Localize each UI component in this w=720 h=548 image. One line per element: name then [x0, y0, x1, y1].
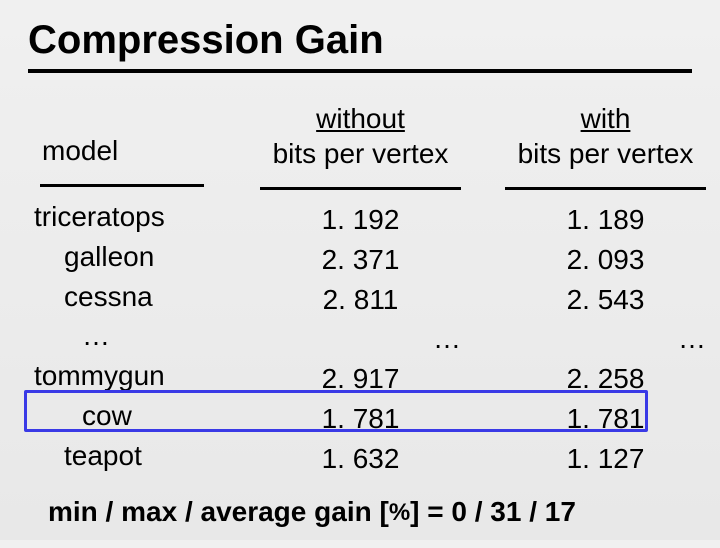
- without-cell: 1. 192: [238, 200, 483, 240]
- header-top: without: [316, 103, 405, 134]
- header-rule: [40, 184, 204, 187]
- percent-icon: %: [389, 499, 410, 526]
- without-cell: 1. 632: [238, 439, 483, 479]
- without-cell: 2. 811: [238, 280, 483, 320]
- header-rule: [260, 187, 461, 190]
- column-header-model: model: [28, 101, 238, 174]
- column-header-with: with bits per vertex: [483, 101, 720, 177]
- header-bottom: bits per vertex: [273, 138, 449, 169]
- model-cell: galleon: [28, 237, 238, 277]
- row-highlight-box: [24, 390, 648, 432]
- with-cell: …: [483, 319, 720, 359]
- with-cell: 2. 093: [483, 240, 720, 280]
- model-cell: cessna: [28, 277, 238, 317]
- header-rule: [505, 187, 706, 190]
- without-cell: …: [238, 319, 483, 359]
- footer-prefix: min / max / average gain [: [48, 496, 389, 527]
- with-cell: 1. 127: [483, 439, 720, 479]
- column-header-without: without bits per vertex: [238, 101, 483, 177]
- footer-summary: min / max / average gain [%] = 0 / 31 / …: [28, 496, 692, 528]
- slide-title: Compression Gain: [28, 18, 692, 73]
- model-cell: …: [28, 316, 238, 356]
- with-cell: 1. 189: [483, 200, 720, 240]
- footer-suffix: ] = 0 / 31 / 17: [410, 496, 576, 527]
- header-bottom: bits per vertex: [518, 138, 694, 169]
- with-cell: 2. 543: [483, 280, 720, 320]
- model-cell: teapot: [28, 436, 238, 476]
- header-top: with: [581, 103, 631, 134]
- without-cell: 2. 371: [238, 240, 483, 280]
- model-cell: triceratops: [28, 197, 238, 237]
